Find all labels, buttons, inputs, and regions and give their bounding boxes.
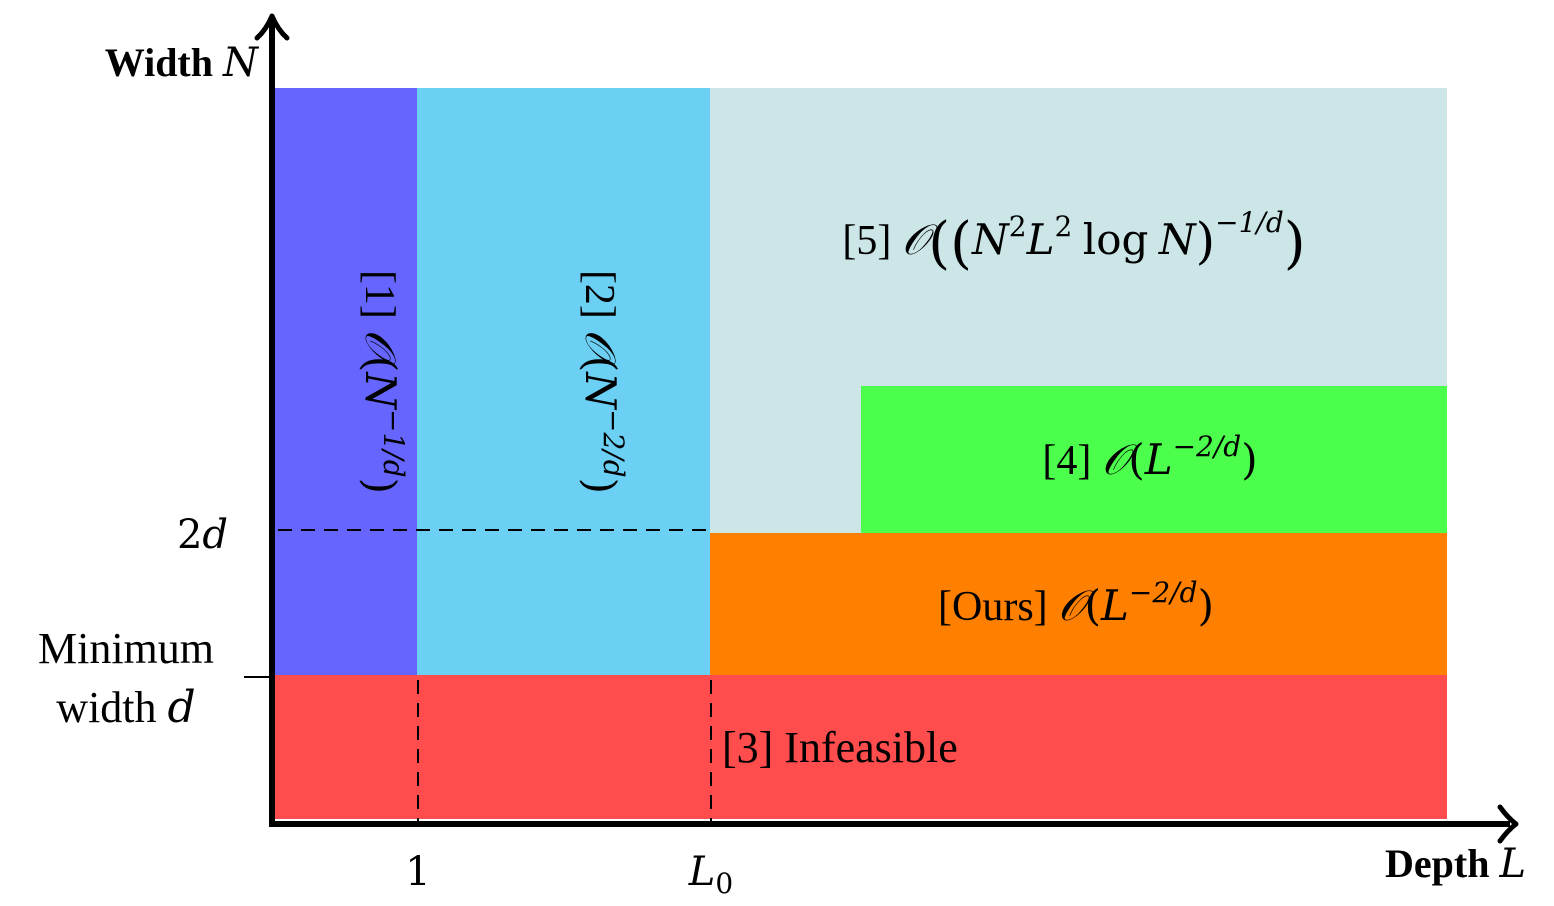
y-axis-arrowhead bbox=[254, 13, 290, 41]
x-tick-label-L0: L0 bbox=[688, 849, 733, 900]
region-1 bbox=[275, 88, 417, 675]
y-tick-label-minimum-line1: Minimum bbox=[38, 624, 214, 673]
x-axis-arrowhead bbox=[1497, 804, 1519, 844]
region-3 bbox=[275, 675, 1447, 819]
region-ours-label: [Ours] 𝒪(L−2/d) bbox=[938, 576, 1214, 630]
region-1-label: [1] 𝒪(N−1/d) bbox=[356, 270, 410, 494]
region-3-label: [3] Infeasible bbox=[722, 723, 958, 772]
region-5-label: [5] 𝒪((N2L2 log N)−1/d) bbox=[842, 200, 1305, 276]
x-axis-label: Depth L bbox=[1385, 841, 1526, 887]
y-axis-label: Width N bbox=[105, 40, 260, 86]
y-tick-label-2d: 2d bbox=[177, 512, 228, 558]
region-2-label: [2] 𝒪(N−2/d) bbox=[576, 270, 630, 494]
x-tick-label-1: 1 bbox=[405, 849, 430, 895]
region-4 bbox=[861, 386, 1447, 533]
y-tick-label-minimum-line2: width d bbox=[56, 682, 195, 733]
region-ours bbox=[710, 533, 1447, 679]
region-4-label: [4] 𝒪(L−2/d) bbox=[1042, 430, 1257, 484]
region-2 bbox=[417, 88, 710, 675]
